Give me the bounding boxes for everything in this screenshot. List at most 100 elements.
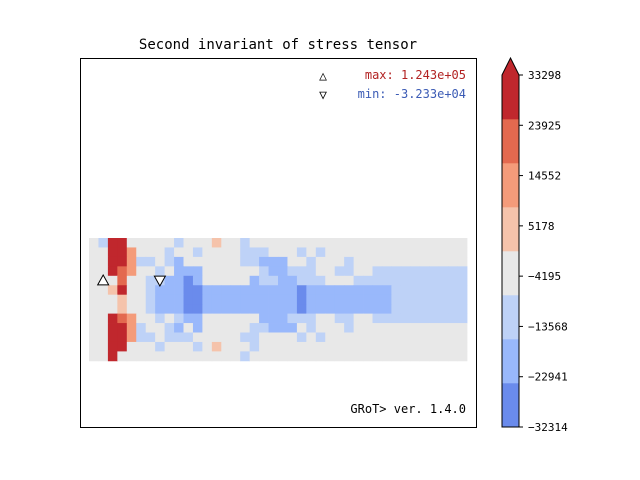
heatmap-cell (306, 294, 317, 305)
heatmap-cell (183, 266, 194, 277)
heatmap-cell (240, 294, 251, 305)
heatmap-cell (363, 247, 373, 258)
heatmap-cell (211, 256, 222, 267)
heatmap-cell (372, 332, 383, 343)
heatmap-cell (278, 294, 288, 305)
heatmap-cell (448, 247, 458, 258)
heatmap-cell (192, 266, 203, 277)
heatmap-cell (126, 275, 137, 286)
heatmap-cell (438, 332, 449, 343)
heatmap-cell (98, 323, 109, 333)
heatmap-cell (344, 238, 354, 248)
heatmap-cell (164, 256, 175, 267)
heatmap-cell (211, 313, 222, 324)
heatmap-cell (202, 341, 213, 352)
heatmap-cell (306, 341, 317, 352)
heatmap-cell (211, 266, 222, 277)
colorbar-outline (501, 56, 520, 428)
heatmap-cell (240, 332, 251, 343)
heatmap-cell (410, 294, 421, 305)
heatmap-cell (107, 323, 118, 333)
heatmap-cell (381, 332, 392, 343)
heatmap-cell (117, 304, 128, 314)
heatmap-cell (278, 341, 288, 352)
heatmap-cell (315, 332, 326, 343)
heatmap-cell (211, 238, 222, 248)
heatmap-cell (315, 304, 326, 314)
heatmap-cell (438, 275, 449, 286)
heatmap-cell (89, 313, 99, 324)
heatmap-cell (183, 332, 194, 343)
heatmap-cell (410, 247, 421, 258)
heatmap-cell (429, 341, 440, 352)
heatmap-cell (164, 238, 175, 248)
heatmap-cell (287, 304, 298, 314)
heatmap-cell (268, 247, 279, 258)
heatmap-cell (155, 294, 165, 305)
heatmap-cell (400, 266, 411, 277)
heatmap-cell (457, 313, 468, 324)
heatmap-cell (419, 275, 430, 286)
heatmap-cell (136, 323, 147, 333)
heatmap-cell (183, 285, 194, 296)
heatmap-cell (438, 285, 449, 296)
heatmap-cell (126, 351, 137, 362)
heatmap-cell (315, 351, 326, 362)
chart-title: Second invariant of stress tensor (139, 37, 417, 53)
heatmap-cell (192, 275, 203, 286)
heatmap-cell (344, 313, 354, 324)
heatmap-cell (400, 256, 411, 267)
heatmap-cell (391, 256, 402, 267)
heatmap-cell (117, 323, 128, 333)
heatmap-cell (174, 304, 184, 314)
heatmap-cell (174, 256, 184, 267)
heatmap-cell (353, 313, 364, 324)
heatmap-cell (164, 266, 175, 277)
heatmap-cell (240, 238, 251, 248)
plot-area: △ max: 1.243e+05 ▽ min: -3.233e+04 GRoT>… (80, 58, 477, 428)
heatmap-cell (211, 351, 222, 362)
heatmap-cell (334, 323, 345, 333)
heatmap-cell (457, 238, 468, 248)
heatmap-cell (334, 247, 345, 258)
heatmap-cell (211, 294, 222, 305)
heatmap-cell (117, 247, 128, 258)
heatmap-cell (448, 275, 458, 286)
heatmap-cell (183, 341, 194, 352)
heatmap-cell (268, 304, 279, 314)
heatmap-cell (278, 275, 288, 286)
heatmap-cell (334, 256, 345, 267)
heatmap-cell (381, 323, 392, 333)
heatmap-cell (136, 247, 147, 258)
heatmap-cell (457, 351, 468, 362)
heatmap-cell (192, 238, 203, 248)
heatmap-cell (183, 313, 194, 324)
heatmap-cell (174, 238, 184, 248)
heatmap-cell (400, 294, 411, 305)
heatmap-cell (240, 266, 251, 277)
heatmap-cell (174, 323, 184, 333)
heatmap-cell (174, 285, 184, 296)
heatmap-cell (400, 238, 411, 248)
heatmap-cell (89, 285, 99, 296)
heatmap-cell (221, 323, 232, 333)
heatmap-cell (117, 256, 128, 267)
heatmap-cell (372, 304, 383, 314)
heatmap-cell (306, 323, 317, 333)
heatmap-cell (391, 285, 402, 296)
heatmap-cell (363, 332, 373, 343)
heatmap-cell (89, 294, 99, 305)
heatmap-cell (155, 266, 165, 277)
heatmap-cell (145, 323, 156, 333)
heatmap-cell (126, 285, 137, 296)
min-marker (153, 275, 167, 288)
heatmap-cell (306, 285, 317, 296)
heatmap-cell (192, 332, 203, 343)
heatmap-cell (117, 238, 128, 248)
heatmap-cell (183, 323, 194, 333)
heatmap-cell (268, 285, 279, 296)
heatmap-cell (278, 256, 288, 267)
heatmap-cell (334, 341, 345, 352)
heatmap-cell (268, 275, 279, 286)
heatmap-cell (325, 247, 336, 258)
